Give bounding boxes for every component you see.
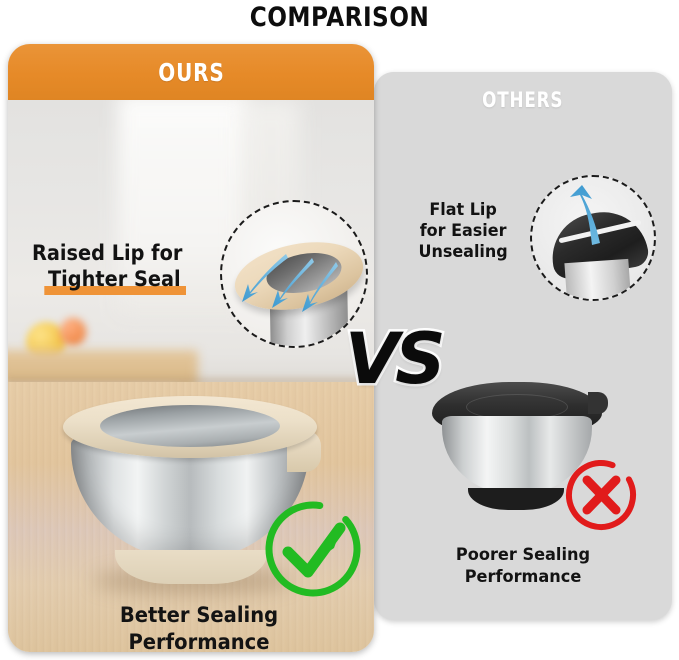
panel-others: OTHERS Flat Lip for Easier Unsealing	[374, 72, 672, 620]
ours-magnifier-circle	[220, 200, 368, 348]
back-counter-blur	[8, 350, 198, 386]
others-bottom-line-2: Performance	[464, 567, 582, 588]
ours-air-seal-arrows-icon	[242, 254, 338, 312]
panel-ours: OURS Raised Lip for Tighter Seal	[8, 44, 374, 652]
others-callout-line-3: Unsealing	[418, 242, 508, 263]
panel-others-header-label: OTHERS	[482, 88, 564, 112]
others-callout-line-2: for Easier	[419, 221, 507, 242]
ours-bowl-base	[115, 550, 267, 584]
wood-counter-edge	[8, 374, 374, 384]
others-bowl-base	[468, 488, 564, 510]
others-bottom-line-1: Poorer Sealing	[455, 545, 591, 565]
ours-bottom-label: Better Sealing Performance	[40, 602, 358, 652]
others-product-bowl	[432, 382, 608, 510]
panel-ours-header-label: OURS	[157, 57, 225, 87]
others-callout-line-1: Flat Lip	[429, 200, 497, 220]
panel-others-header: OTHERS	[374, 72, 672, 128]
page-title: COMPARISON	[249, 2, 430, 33]
ours-bottom-line-1: Better Sealing	[119, 603, 279, 627]
ours-bottom-line-2: Performance	[128, 630, 270, 652]
panel-ours-header: OURS	[8, 44, 374, 100]
ours-callout-line-1: Raised Lip for	[32, 241, 183, 265]
others-magnifier-circle	[530, 175, 656, 301]
ours-bowl-lid-window	[100, 405, 280, 447]
ours-product-bowl	[63, 396, 321, 594]
others-bowl-lid-tab	[588, 392, 608, 414]
ours-callout-line-2: Tighter Seal	[44, 267, 187, 296]
others-air-escape-arrow-icon	[570, 185, 600, 245]
others-callout: Flat Lip for Easier Unsealing	[402, 200, 532, 263]
vs-divider-label: VS	[343, 316, 449, 403]
ours-callout: Raised Lip for Tighter Seal	[26, 240, 232, 296]
red-x-icon	[562, 456, 640, 534]
green-check-icon	[260, 496, 366, 602]
fruit-orange-blur	[60, 318, 86, 346]
others-bottom-label: Poorer Sealing Performance	[399, 544, 648, 588]
others-bowl-lid-inner	[466, 394, 568, 420]
